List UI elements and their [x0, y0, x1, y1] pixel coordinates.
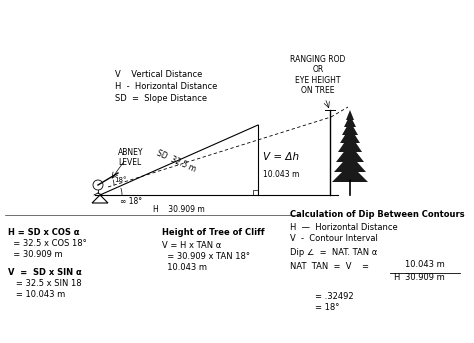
Text: V = Δh: V = Δh — [263, 152, 299, 162]
Text: H  —  Horizontal Distance: H — Horizontal Distance — [290, 223, 398, 232]
Text: 18°: 18° — [114, 177, 127, 183]
Text: 10.043 m: 10.043 m — [263, 170, 300, 179]
Polygon shape — [334, 154, 366, 172]
Text: SD  32.5 m: SD 32.5 m — [155, 148, 197, 174]
Text: ∞ 18°: ∞ 18° — [120, 197, 142, 206]
Polygon shape — [332, 164, 368, 182]
Polygon shape — [338, 134, 362, 152]
Text: H  -  Horizontal Distance: H - Horizontal Distance — [115, 82, 218, 91]
Text: NAT  TAN  =  V    =: NAT TAN = V = — [290, 262, 369, 271]
Text: H: H — [393, 273, 400, 282]
Text: V = H x TAN α: V = H x TAN α — [162, 241, 221, 250]
Text: V  =  SD x SIN α: V = SD x SIN α — [8, 268, 82, 277]
Polygon shape — [336, 144, 364, 162]
Text: V  -  Contour Interval: V - Contour Interval — [290, 234, 378, 243]
Text: RANGING ROD
OR
EYE HEIGHT
ON TREE: RANGING ROD OR EYE HEIGHT ON TREE — [290, 55, 346, 95]
Text: H = SD x COS α: H = SD x COS α — [8, 228, 80, 237]
Text: 10.043 m: 10.043 m — [162, 263, 207, 272]
Polygon shape — [344, 115, 356, 127]
Text: = 32.5 x SIN 18: = 32.5 x SIN 18 — [8, 279, 82, 288]
Text: Calculation of Dip Between Contours: Calculation of Dip Between Contours — [290, 210, 465, 219]
Text: Dip ∠  =  NAT. TAN α: Dip ∠ = NAT. TAN α — [290, 248, 377, 257]
Text: Height of Tree of Cliff: Height of Tree of Cliff — [162, 228, 264, 237]
Text: = 32.5 x COS 18°: = 32.5 x COS 18° — [8, 239, 87, 248]
Polygon shape — [346, 110, 354, 120]
Text: 10.043 m: 10.043 m — [405, 260, 445, 269]
Polygon shape — [342, 121, 358, 135]
Text: = 30.909 m: = 30.909 m — [8, 250, 63, 259]
Polygon shape — [340, 127, 360, 143]
Text: V    Vertical Distance: V Vertical Distance — [115, 70, 202, 79]
Text: ABNEY
LEVEL: ABNEY LEVEL — [118, 148, 144, 167]
Text: = 30.909 x TAN 18°: = 30.909 x TAN 18° — [162, 252, 250, 261]
Text: SD  =  Slope Distance: SD = Slope Distance — [115, 94, 207, 103]
Text: 30.909 m: 30.909 m — [405, 273, 445, 282]
Text: = 18°: = 18° — [315, 303, 339, 312]
Text: = 10.043 m: = 10.043 m — [8, 290, 65, 299]
Text: H    30.909 m: H 30.909 m — [153, 205, 205, 214]
Text: = .32492: = .32492 — [315, 292, 354, 301]
